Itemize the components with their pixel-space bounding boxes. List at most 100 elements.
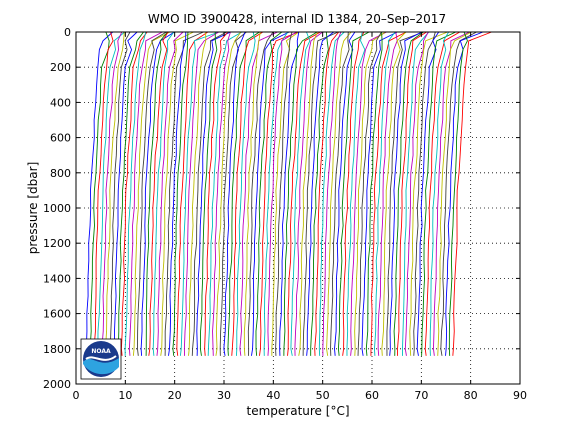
profile-line [445,31,484,356]
profile-line [421,31,456,356]
profile-line [109,31,131,356]
noaa-logo: NOAA [80,338,122,380]
profile-line [179,31,219,356]
profile-line [172,31,189,356]
profile-line [124,31,147,356]
profile-line [377,31,398,356]
profile-line [416,31,440,356]
profile-line [196,31,231,356]
profile-line [429,31,450,356]
profile-line [322,31,342,356]
profile-line [275,31,293,356]
profile-line [294,31,323,356]
profile-line [370,31,407,356]
profile-line [89,31,110,356]
profile-line [117,31,144,356]
noaa-logo-text: NOAA [91,348,111,355]
profile-line [223,31,246,356]
profile-line [120,31,148,356]
profile-line [326,31,352,356]
profile-line [402,31,430,356]
profile-line [259,31,299,356]
y-tick-label: 1400 [43,272,71,285]
x-axis-label-text: temperature [ [247,404,331,418]
profile-line [100,31,123,356]
profile-line [239,31,278,356]
x-axis-label-unit: °C] [330,404,349,418]
y-tick-label: 800 [50,167,71,180]
profile-line [437,31,472,356]
profile-line [357,31,382,356]
profile-line [93,31,114,356]
x-tick-label: 10 [118,389,132,402]
profile-line [207,31,243,356]
profile-line [409,31,448,356]
profile-line [386,31,424,356]
profile-line [191,31,227,356]
y-tick-label: 0 [64,26,71,39]
y-tick-label: 1800 [43,343,71,356]
profile-line [337,31,370,356]
profile-line [140,31,175,356]
profile-line [255,31,283,356]
profile-line [215,31,242,356]
y-tick-label: 2000 [43,378,71,391]
profile-line [346,31,366,356]
profile-line [452,31,492,356]
profile-line [97,31,126,356]
profile-line [85,31,114,356]
profile-line [404,31,429,356]
profile-line [132,31,171,356]
profile-line [361,31,398,356]
profile-line [448,31,468,356]
profile-line [204,31,229,356]
profile-line [389,31,423,356]
x-tick-label: 80 [464,389,478,402]
profile-line [314,31,340,356]
noaa-logo-gull [85,355,117,361]
chart-title: WMO ID 3900428, internal ID 1384, 20–Sep… [148,12,446,26]
profile-line [145,31,168,356]
profile-line [113,31,138,356]
x-tick-label: 20 [168,389,182,402]
profile-line [247,31,274,356]
profile-line [302,31,339,356]
profile-line [267,31,297,356]
profile-line [413,31,436,356]
profile-line [219,31,247,356]
profile-series [85,31,492,356]
x-axis-label: temperature [°C] [247,404,350,418]
profile-line [263,31,289,356]
y-tick-label: 1200 [43,237,71,250]
profile-line [290,31,311,356]
x-tick-label: 50 [316,389,330,402]
profile-line [104,31,125,356]
y-tick-label: 400 [50,96,71,109]
profile-line [424,31,461,356]
profile-line [283,31,318,356]
y-tick-label: 1000 [43,202,71,215]
profile-line [271,31,300,356]
profile-line [148,31,169,356]
y-tick-label: 200 [50,61,71,74]
profile-line [243,31,261,356]
profile-line [156,31,184,356]
profile-line [227,31,260,356]
profile-line [381,31,407,356]
x-tick-label: 70 [414,389,428,402]
profile-line [433,31,470,356]
profile-line [128,31,163,356]
profile-line [440,31,477,356]
profile-line [330,31,350,356]
profile-line [160,31,194,356]
profile-line [235,31,256,356]
profile-line [310,31,329,356]
profile-line [164,31,204,356]
profile-line [152,31,175,356]
profile-line [365,31,383,356]
profile-line [199,31,218,356]
profile-line [188,31,207,356]
x-tick-label: 90 [513,389,527,402]
